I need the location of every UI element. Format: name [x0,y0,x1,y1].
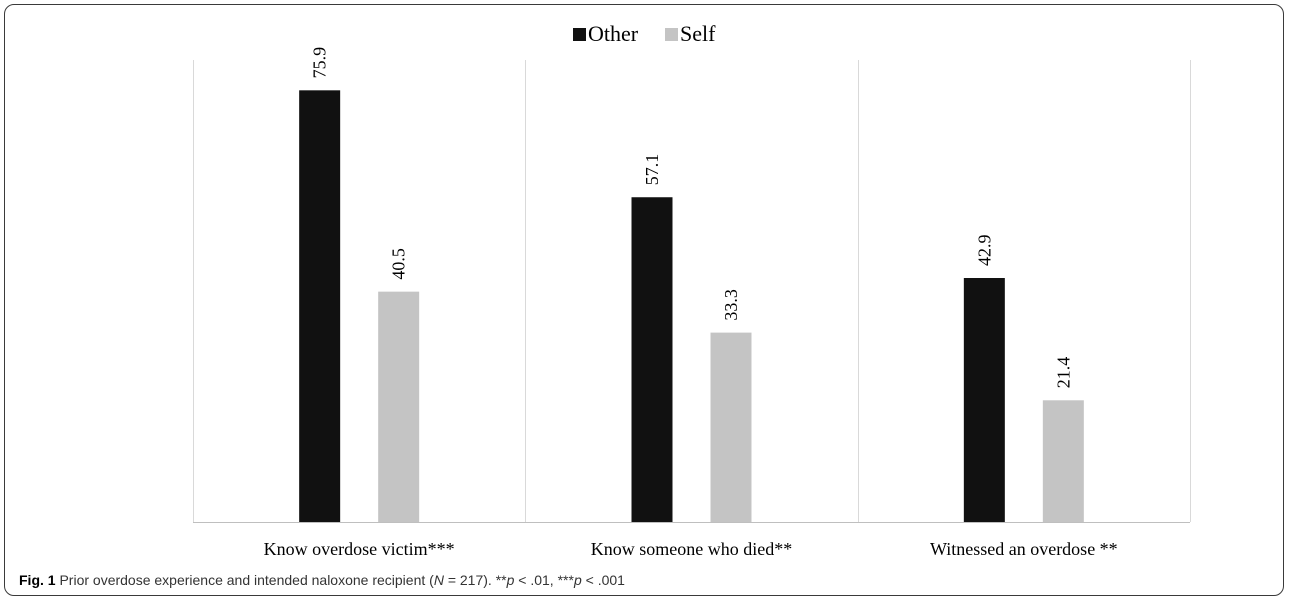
data-label: 75.9 [310,47,330,79]
data-label: 42.9 [974,235,994,267]
category-labels: Know overdose victim*** Know someone who… [264,539,1118,559]
figure-frame: Other Self 75.9 40.5 57.1 33.3 42.9 21.4 Know… [4,4,1284,596]
caption-text: < .01, *** [514,572,574,588]
caption-p-symbol: p [506,572,515,588]
data-label: 21.4 [1053,357,1073,389]
data-label: 57.1 [642,154,662,186]
category-label: Witnessed an overdose ** [930,539,1118,559]
bar-other [631,197,673,522]
caption-text: Prior overdose experience and intended n… [59,572,434,588]
bar-chart: Other Self 75.9 40.5 57.1 33.3 42.9 21.4 Know… [193,21,1191,559]
legend-swatch-other [573,28,586,41]
bar-self [1042,400,1084,522]
figure-caption: Fig. 1 Prior overdose experience and int… [19,572,625,588]
bar-self [710,332,752,522]
category-separators [193,60,1191,522]
legend: Other Self [573,21,716,46]
caption-n-symbol: N [433,572,444,588]
data-labels: 75.9 40.5 57.1 33.3 42.9 21.4 [310,47,1074,388]
bars [299,90,1084,522]
data-label: 33.3 [721,289,741,321]
category-label: Know someone who died** [591,539,792,559]
data-label: 40.5 [389,248,409,280]
figure-number: Fig. 1 [19,572,56,588]
bar-self [378,291,420,522]
legend-label-other: Other [588,21,639,46]
caption-text: = 217). ** [443,572,507,588]
caption-text: < .001 [581,572,625,588]
legend-label-self: Self [680,21,716,46]
caption-p-symbol: p [573,572,582,588]
bar-other [963,278,1005,522]
legend-swatch-self [665,28,678,41]
category-label: Know overdose victim*** [264,539,455,559]
bar-other [299,90,341,522]
